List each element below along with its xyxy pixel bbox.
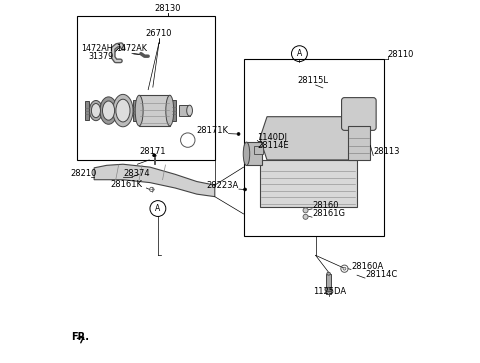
Text: 28114E: 28114E [257,141,289,150]
Polygon shape [260,117,362,160]
Ellipse shape [327,272,330,275]
Ellipse shape [103,101,115,120]
Bar [326,274,331,294]
Ellipse shape [116,99,130,122]
Ellipse shape [325,287,332,292]
Text: 28160: 28160 [312,201,338,210]
Ellipse shape [113,94,133,127]
Bar [172,100,176,121]
Circle shape [237,132,240,135]
Ellipse shape [89,101,102,121]
Polygon shape [94,164,215,197]
Text: A: A [297,49,302,58]
FancyBboxPatch shape [342,98,376,130]
Text: 1472AH: 1472AH [82,44,113,53]
Circle shape [343,267,346,270]
Ellipse shape [187,105,192,116]
Text: 28113: 28113 [373,147,400,156]
Text: 1472AK: 1472AK [116,44,146,53]
Text: 28210: 28210 [71,169,97,178]
Text: 1140DJ: 1140DJ [257,133,288,142]
Text: 28115L: 28115L [298,76,329,85]
Text: FR.: FR. [71,332,89,342]
Text: 31379: 31379 [88,52,113,61]
Text: 28161G: 28161G [312,209,345,218]
Bar [244,59,384,236]
Bar [133,100,137,121]
Text: 28130: 28130 [155,4,181,13]
Text: 28110: 28110 [388,50,414,59]
Text: 26710: 26710 [146,29,172,38]
Text: 28160A: 28160A [352,262,384,271]
Bar [77,16,215,160]
Ellipse shape [135,95,143,126]
Bar [179,105,190,116]
FancyBboxPatch shape [254,146,263,154]
Text: 28171: 28171 [140,147,167,156]
Bar [247,142,262,165]
Text: 28161K: 28161K [110,180,143,189]
Text: 28223A: 28223A [206,181,239,190]
Circle shape [244,188,247,191]
Bar [348,126,370,160]
Ellipse shape [100,97,117,124]
FancyBboxPatch shape [260,160,357,207]
Bar [139,95,170,126]
Circle shape [153,154,156,157]
Ellipse shape [153,155,156,157]
Ellipse shape [166,95,174,126]
Circle shape [303,208,308,213]
Text: 1125DA: 1125DA [313,287,346,296]
Bar [154,157,156,163]
Ellipse shape [243,142,250,166]
Text: 28114C: 28114C [365,270,397,280]
Circle shape [303,214,308,219]
Bar [84,101,89,121]
Text: 28171K: 28171K [196,126,228,135]
Text: 28374: 28374 [123,169,150,178]
Ellipse shape [91,103,100,118]
Text: A: A [155,204,160,213]
